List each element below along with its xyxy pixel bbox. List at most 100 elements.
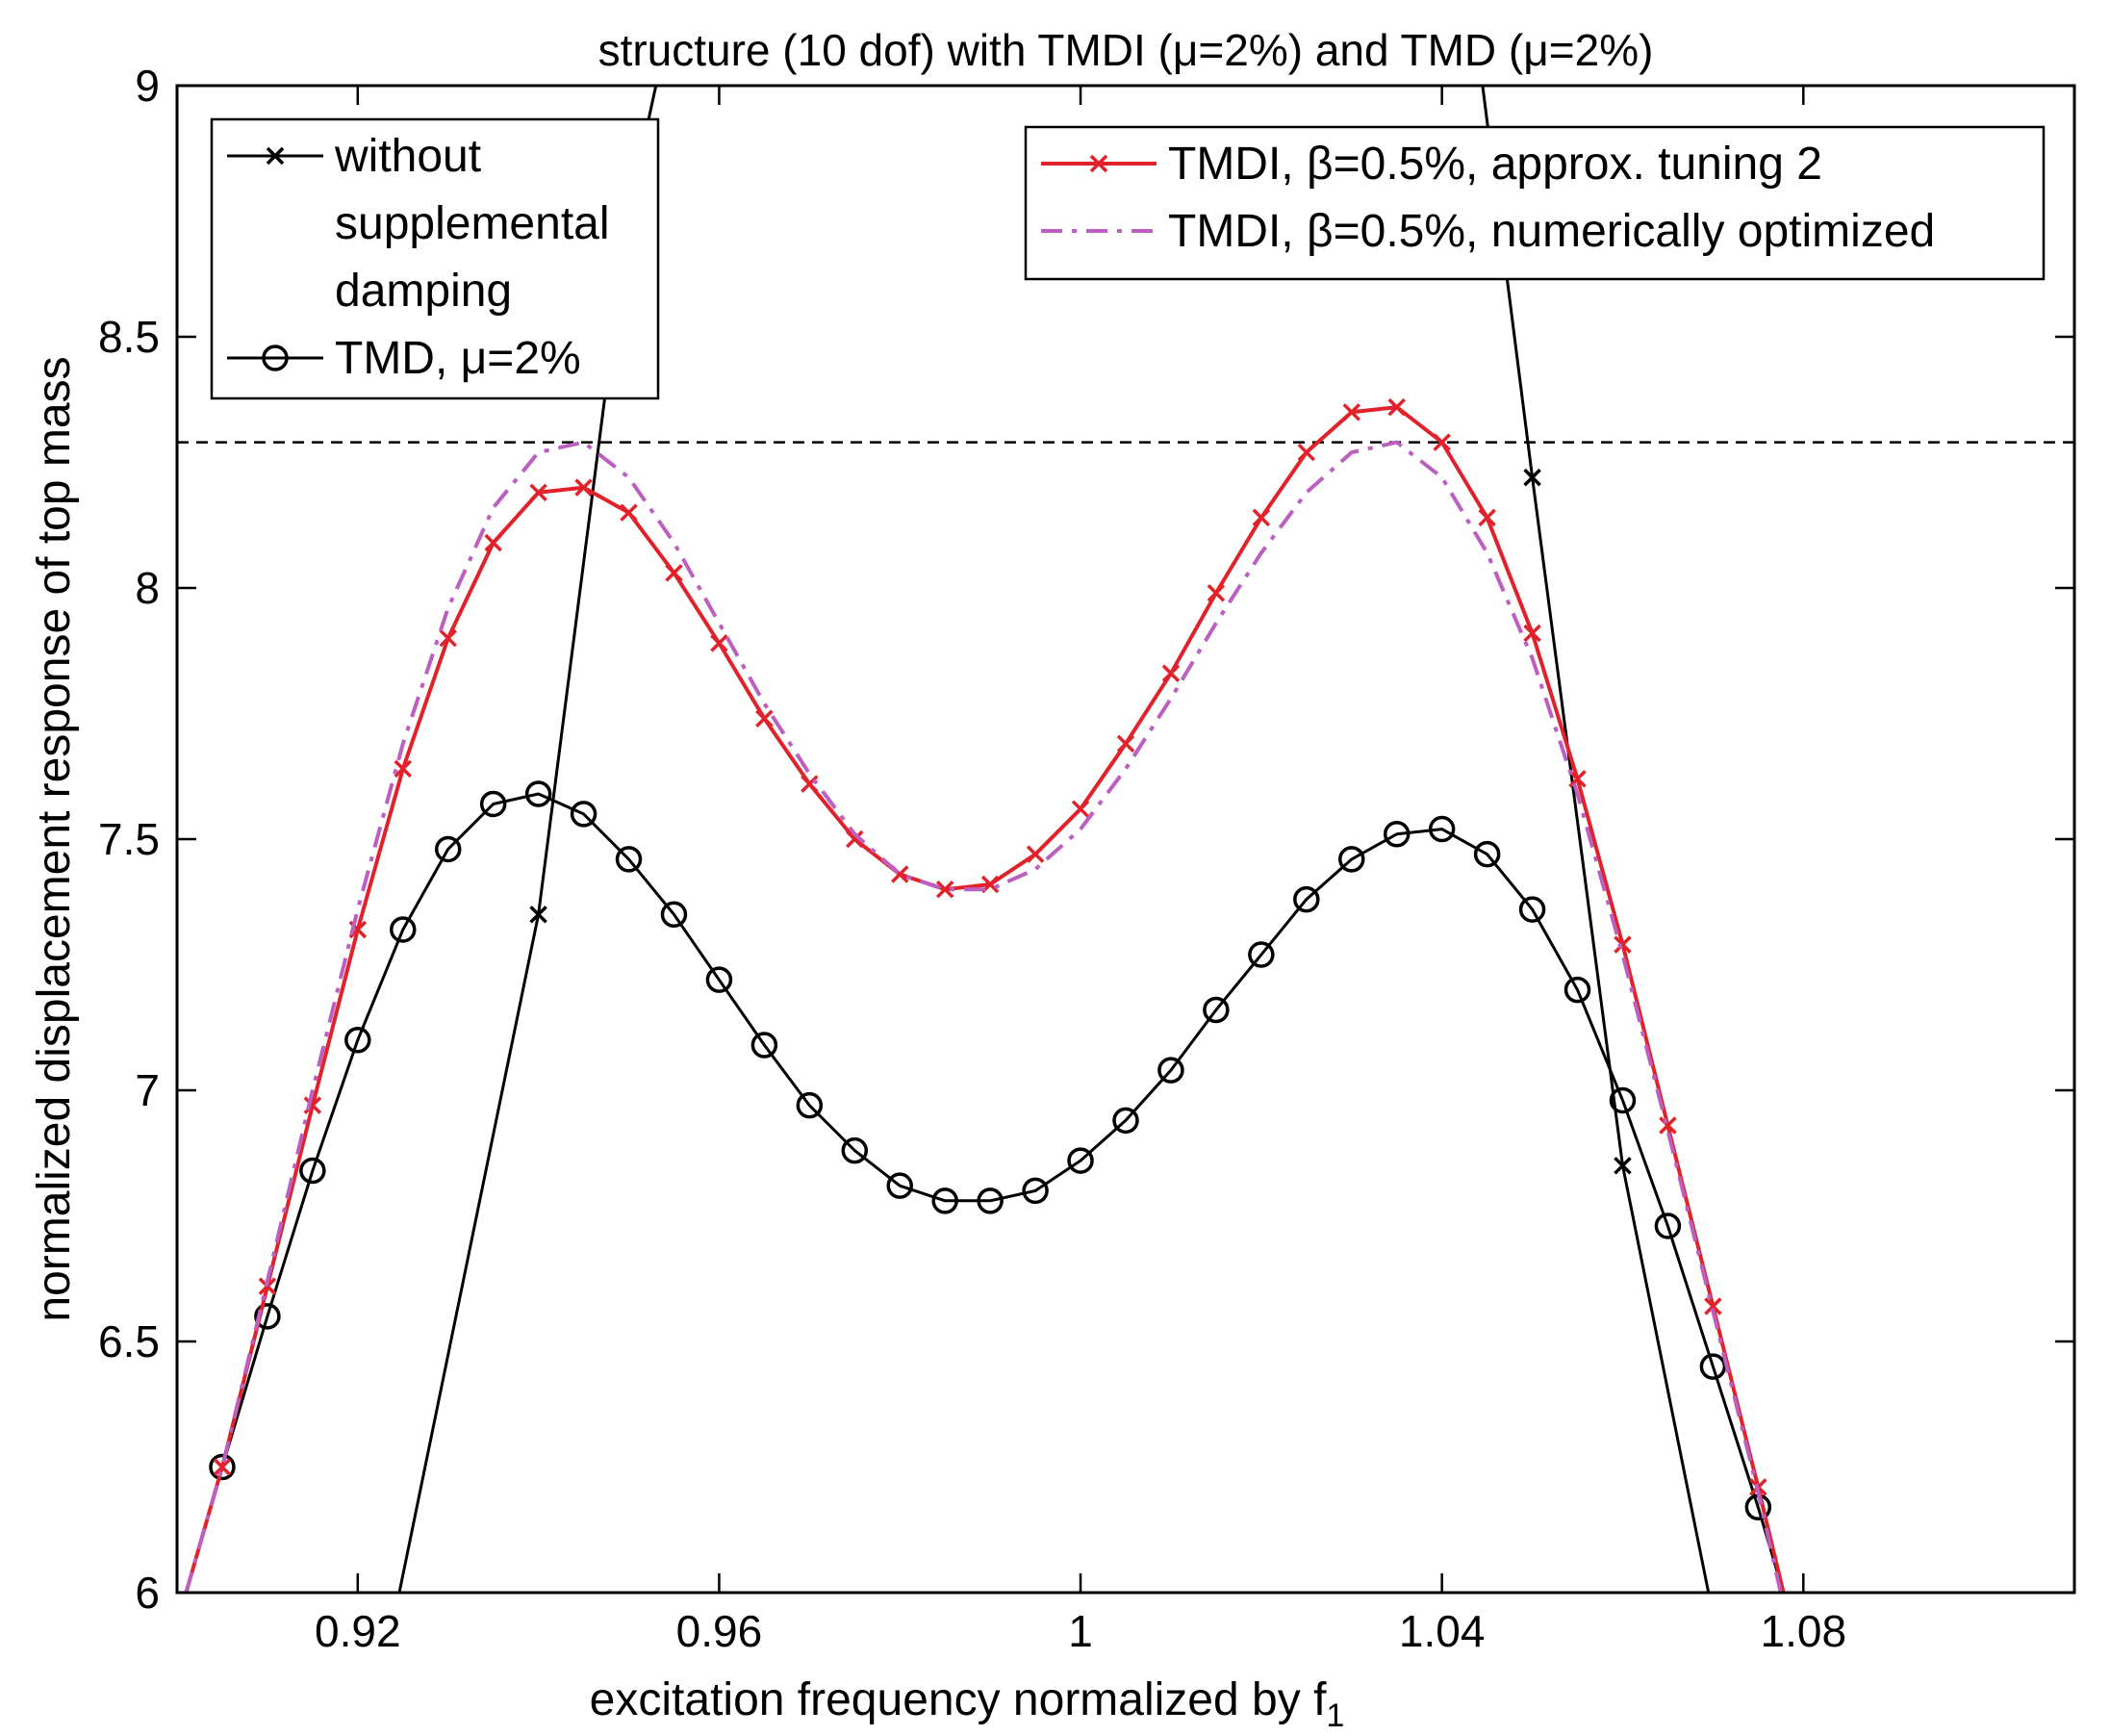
data-point-tmd-2 bbox=[524, 780, 552, 807]
data-point-tmd-2 bbox=[1022, 1177, 1049, 1205]
legend-marker bbox=[266, 146, 285, 166]
data-point-tmd-2 bbox=[1293, 885, 1320, 913]
x-tick-label: 0.96 bbox=[676, 1606, 763, 1656]
legend-box bbox=[1024, 125, 2046, 281]
y-tick-label: 8 bbox=[135, 563, 160, 613]
data-point-tmdi-0-5-approx-tuning-2 bbox=[1297, 443, 1316, 462]
x-tick-label: 1.04 bbox=[1399, 1606, 1486, 1656]
x-axis-label: excitation frequency normalized by f1 bbox=[590, 1674, 1345, 1734]
series-line-tmd-2 bbox=[184, 792, 1786, 1593]
data-point-tmdi-0-5-approx-tuning-2 bbox=[1071, 800, 1090, 818]
data-point-tmd-2 bbox=[1067, 1147, 1094, 1174]
data-point-tmdi-0-5-approx-tuning-2 bbox=[213, 1458, 232, 1476]
data-point-tmdi-0-5-approx-tuning-2 bbox=[1116, 734, 1135, 753]
data-point-tmdi-0-5-approx-tuning-2 bbox=[1026, 845, 1045, 863]
data-point-tmdi-0-5-approx-tuning-2 bbox=[529, 483, 547, 502]
series-line-tmdi-0-5-numerically-optimized bbox=[184, 440, 1783, 1593]
legend-label: without bbox=[334, 131, 481, 182]
data-point-tmdi-0-5-approx-tuning-2 bbox=[574, 478, 593, 497]
data-point-tmd-2 bbox=[390, 916, 417, 943]
data-point-tmd-2 bbox=[1518, 896, 1546, 923]
y-tick-label: 7.5 bbox=[98, 814, 160, 864]
data-point-tmd-2 bbox=[1338, 846, 1365, 873]
legend-label: TMD, μ=2% bbox=[335, 333, 581, 384]
x-axis-label-subscript: 1 bbox=[1326, 1698, 1344, 1734]
data-point-tmdi-0-5-approx-tuning-2 bbox=[303, 1096, 322, 1114]
data-point-tmd-2 bbox=[254, 1303, 281, 1330]
data-point-tmd-2 bbox=[209, 1453, 236, 1481]
series-layer bbox=[177, 86, 2074, 1593]
chart-title: structure (10 dof) with TMDI (μ=2%) and … bbox=[598, 25, 1654, 75]
y-tick-label: 6.5 bbox=[98, 1316, 160, 1366]
x-tick-label: 1 bbox=[1068, 1606, 1093, 1656]
legend-label: damping bbox=[335, 266, 512, 317]
data-point-tmdi-0-5-approx-tuning-2 bbox=[1207, 583, 1226, 602]
data-point-tmd-2 bbox=[886, 1172, 913, 1199]
data-point-tmdi-0-5-approx-tuning-2 bbox=[935, 880, 954, 899]
data-point-tmd-2 bbox=[977, 1187, 1004, 1214]
data-point-tmdi-0-5-approx-tuning-2 bbox=[665, 564, 683, 582]
data-point-tmdi-0-5-approx-tuning-2 bbox=[755, 709, 774, 728]
legend-right: TMDI, β=0.5%, approx. tuning 2 TMDI, β=0.… bbox=[1024, 125, 2046, 281]
data-point-tmd-2 bbox=[750, 1032, 778, 1059]
data-point-tmdi-0-5-approx-tuning-2 bbox=[1387, 397, 1406, 417]
data-point-tmd-2 bbox=[660, 901, 688, 929]
data-point-tmdi-0-5-approx-tuning-2 bbox=[394, 759, 412, 779]
axis-ticks: 0.92 0.96 1 1.04 1.08 6 6.5 7 7.5 8 8.5 9 bbox=[98, 61, 2074, 1656]
data-point-tmd-2 bbox=[1157, 1057, 1184, 1084]
legend-label: supplemental bbox=[335, 198, 610, 249]
y-tick-label: 9 bbox=[135, 61, 160, 111]
data-point-tmd-2 bbox=[796, 1091, 824, 1119]
data-point-without-supplemental-damping bbox=[529, 906, 547, 924]
data-point-tmd-2 bbox=[1203, 996, 1230, 1024]
data-point-tmdi-0-5-approx-tuning-2 bbox=[801, 775, 819, 793]
data-point-tmdi-0-5-approx-tuning-2 bbox=[484, 533, 502, 552]
y-tick-label: 7 bbox=[135, 1065, 160, 1115]
data-point-tmdi-0-5-approx-tuning-2 bbox=[846, 830, 864, 849]
data-point-tmd-2 bbox=[344, 1027, 371, 1054]
data-point-tmd-2 bbox=[705, 966, 733, 993]
data-point-tmdi-0-5-approx-tuning-2 bbox=[1659, 1116, 1677, 1135]
legend-left: without supplemental damping TMD, μ=2% bbox=[210, 117, 660, 400]
data-point-tmd-2 bbox=[931, 1187, 958, 1214]
data-point-tmdi-0-5-approx-tuning-2 bbox=[1614, 935, 1632, 954]
legend-label: TMDI, β=0.5%, numerically optimized bbox=[1168, 206, 1935, 257]
data-point-tmd-2 bbox=[1112, 1107, 1139, 1135]
data-point-tmd-2 bbox=[841, 1136, 869, 1164]
data-point-tmd-2 bbox=[1609, 1086, 1637, 1114]
data-point-tmdi-0-5-approx-tuning-2 bbox=[1704, 1297, 1722, 1315]
data-point-tmd-2 bbox=[1383, 821, 1411, 848]
x-tick-label: 0.92 bbox=[315, 1606, 401, 1656]
data-point-tmdi-0-5-approx-tuning-2 bbox=[439, 628, 457, 648]
x-tick-label: 1.08 bbox=[1761, 1606, 1847, 1656]
data-point-tmd-2 bbox=[1248, 941, 1275, 968]
series-line-tmdi-0-5-approx-tuning-2 bbox=[184, 405, 1786, 1593]
data-point-tmd-2 bbox=[570, 801, 597, 828]
data-point-tmdi-0-5-approx-tuning-2 bbox=[1342, 403, 1360, 421]
legend-marker bbox=[262, 345, 289, 371]
data-point-tmd-2 bbox=[615, 846, 643, 873]
data-point-tmdi-0-5-approx-tuning-2 bbox=[620, 503, 638, 522]
y-tick-label: 6 bbox=[135, 1568, 160, 1618]
data-point-tmd-2 bbox=[434, 835, 462, 863]
data-point-tmd-2 bbox=[1654, 1213, 1682, 1239]
legend-label: TMDI, β=0.5%, approx. tuning 2 bbox=[1168, 139, 1822, 190]
data-point-tmd-2 bbox=[1473, 840, 1501, 868]
data-point-tmdi-0-5-approx-tuning-2 bbox=[1478, 508, 1496, 527]
data-point-tmd-2 bbox=[1699, 1353, 1727, 1380]
x-axis-label-text: excitation frequency normalized by f bbox=[590, 1674, 1327, 1725]
data-point-without-supplemental-damping-upper-branch bbox=[1614, 1157, 1632, 1175]
data-point-tmdi-0-5-approx-tuning-2 bbox=[1523, 624, 1541, 643]
data-point-tmdi-0-5-approx-tuning-2 bbox=[710, 634, 728, 652]
data-point-tmd-2 bbox=[299, 1157, 326, 1185]
plot-frame bbox=[175, 84, 2076, 1595]
y-axis-label: normalized displacement response of top … bbox=[29, 356, 80, 1321]
data-point-tmdi-0-5-approx-tuning-2 bbox=[1433, 433, 1451, 451]
data-point-tmdi-0-5-approx-tuning-2 bbox=[1161, 664, 1181, 682]
data-point-without-supplemental-damping-upper-branch bbox=[1523, 468, 1541, 487]
data-point-tmd-2 bbox=[1428, 815, 1456, 843]
series-line-without-supplemental-damping-upper-branch bbox=[1481, 86, 1711, 1593]
data-point-tmd-2 bbox=[1563, 976, 1591, 1004]
legend-marker bbox=[1089, 154, 1108, 173]
